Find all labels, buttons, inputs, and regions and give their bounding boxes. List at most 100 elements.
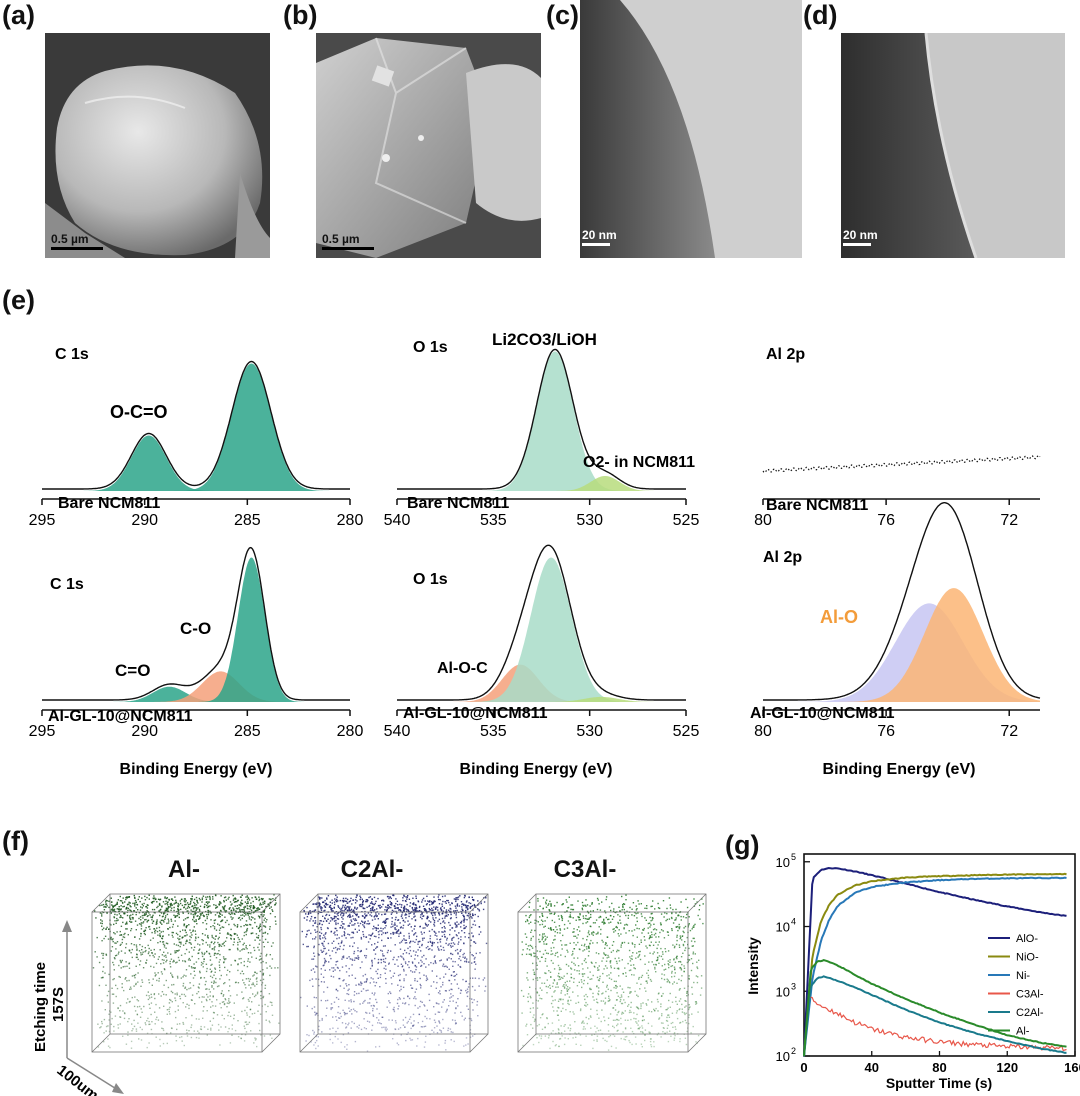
tofsims-cube bbox=[299, 893, 489, 1053]
tofsims-cube bbox=[91, 893, 281, 1053]
xps-tick-label: 535 bbox=[480, 723, 507, 740]
xps-tick-label: 530 bbox=[576, 723, 603, 740]
xps-component-peak bbox=[42, 363, 350, 491]
xps-al2p-column: 80 76 72 80 76 72 bbox=[754, 455, 1041, 740]
xps-tick-label: 76 bbox=[877, 512, 895, 529]
sample-label-c1s-coated: Al-GL-10@NCM811 bbox=[48, 708, 193, 725]
xlabel-al2p: Binding Energy (eV) bbox=[823, 761, 976, 778]
sample-label-c1s-bare: Bare NCM811 bbox=[58, 495, 160, 512]
species-label-c2al: C2Al- bbox=[340, 856, 404, 883]
sem-image-b: 0.5 µm bbox=[316, 33, 541, 258]
xps-o1s-column: 540 535 530 525 540 535 530 525 bbox=[384, 348, 700, 740]
scale-bar-d: 20 nm bbox=[843, 228, 878, 246]
x-tick-label: 0 bbox=[800, 1060, 807, 1075]
xlabel-o1s: Binding Energy (eV) bbox=[460, 761, 613, 778]
x-tick-label: 40 bbox=[865, 1060, 879, 1075]
sem-particle-graphic bbox=[45, 33, 270, 258]
o1s-title-bottom: O 1s bbox=[413, 571, 448, 588]
xps-component-peak bbox=[42, 435, 350, 491]
sample-label-al2p-coated: Al-GL-10@NCM811 bbox=[750, 705, 895, 722]
xps-envelope bbox=[42, 360, 350, 490]
sample-label-o1s-coated: Al-GL-10@NCM811 bbox=[403, 705, 548, 722]
al2p-title-top: Al 2p bbox=[766, 346, 805, 363]
species-label-c3al: C3Al- bbox=[553, 856, 617, 883]
xps-envelope bbox=[397, 544, 686, 701]
xps-envelope bbox=[42, 546, 350, 701]
series-line bbox=[803, 876, 1067, 1057]
x-tick-label: 160 bbox=[1064, 1060, 1080, 1075]
xps-tick-label: 540 bbox=[384, 512, 411, 529]
x-tick-label: 120 bbox=[996, 1060, 1018, 1075]
xps-tick-label: 535 bbox=[480, 512, 507, 529]
axis-arrows bbox=[62, 920, 124, 1094]
scale-bar-label: 0.5 µm bbox=[322, 232, 360, 246]
panel-label-f: (f) bbox=[2, 826, 29, 856]
xps-tick-label: 295 bbox=[29, 512, 56, 529]
legend-entry: C2Al- bbox=[1016, 1007, 1044, 1019]
o1s-title-top: O 1s bbox=[413, 339, 448, 356]
tofsims-3d-cubes: Etching time 157S 100um bbox=[32, 893, 707, 1096]
xlabel-c1s: Binding Energy (eV) bbox=[120, 761, 273, 778]
panel-label-a: (a) bbox=[2, 0, 35, 30]
series-line bbox=[803, 872, 1067, 1057]
peak-label-co-single: C-O bbox=[180, 619, 211, 638]
xps-baseline-noise bbox=[762, 455, 1041, 474]
scale-bar-a: 0.5 µm bbox=[51, 232, 103, 250]
xps-tick-label: 76 bbox=[877, 723, 895, 740]
scale-bar-label: 0.5 µm bbox=[51, 232, 89, 246]
legend-entry: C3Al- bbox=[1016, 989, 1044, 1001]
al2p-title-bottom: Al 2p bbox=[763, 549, 802, 566]
panel-label-d: (d) bbox=[803, 0, 838, 30]
legend-entry: AlO- bbox=[1016, 933, 1038, 945]
xps-component-peak bbox=[42, 671, 350, 702]
y-tick-label: 10 bbox=[776, 984, 790, 999]
depth-profile-chart: 04080120160102103104105AlO-NiO-Ni-C3Al-C… bbox=[745, 852, 1080, 1091]
sem-particle-graphic bbox=[316, 33, 541, 258]
xps-tick-label: 285 bbox=[234, 723, 261, 740]
panel-label-b: (b) bbox=[283, 0, 318, 30]
peak-label-alo-c: Al-O-C bbox=[437, 660, 488, 677]
xps-tick-label: 285 bbox=[234, 512, 261, 529]
sample-label-al2p-bare: Bare NCM811 bbox=[766, 497, 868, 514]
chart-ylabel: Intensity bbox=[745, 937, 761, 995]
peak-label-occo: O-C=O bbox=[110, 402, 168, 422]
xps-envelope bbox=[763, 502, 1041, 701]
scale-bar-c: 20 nm bbox=[582, 228, 617, 246]
scale-bar-b: 0.5 µm bbox=[322, 232, 374, 250]
c1s-title-bottom: C 1s bbox=[50, 576, 84, 593]
panel-label-g: (g) bbox=[725, 830, 760, 860]
axis-label-etching-time: Etching time bbox=[32, 962, 49, 1052]
xps-tick-label: 525 bbox=[673, 723, 700, 740]
xps-tick-label: 295 bbox=[29, 723, 56, 740]
peak-label-alo: Al-O bbox=[820, 607, 858, 627]
tem-image-c: 20 nm bbox=[580, 0, 802, 258]
series-line bbox=[803, 866, 1067, 1057]
y-tick-exponent: 5 bbox=[791, 852, 796, 862]
panel-label-e: (e) bbox=[2, 285, 35, 315]
chart-xlabel: Sputter Time (s) bbox=[886, 1075, 992, 1091]
peak-label-li2co3: Li2CO3/LiOH bbox=[492, 330, 597, 349]
xps-tick-label: 280 bbox=[337, 723, 364, 740]
series-line bbox=[803, 975, 1067, 1056]
y-tick-label: 10 bbox=[776, 1049, 790, 1064]
xps-component-peak bbox=[397, 557, 686, 702]
series-line bbox=[803, 959, 1067, 1057]
xps-component-peak bbox=[397, 696, 686, 702]
legend-entry: NiO- bbox=[1016, 952, 1039, 964]
y-tick-label: 10 bbox=[776, 855, 790, 870]
xps-envelope bbox=[397, 348, 686, 490]
axis-label-size: 100um bbox=[54, 1062, 102, 1096]
y-tick-exponent: 3 bbox=[791, 981, 796, 991]
xps-tick-label: 290 bbox=[131, 512, 158, 529]
tem-edge-graphic bbox=[841, 33, 1065, 258]
y-tick-exponent: 2 bbox=[791, 1046, 796, 1056]
sample-label-o1s-bare: Bare NCM811 bbox=[407, 495, 509, 512]
tem-image-d: 20 nm bbox=[841, 33, 1065, 258]
xps-component-peak bbox=[763, 588, 1040, 702]
xps-tick-label: 540 bbox=[384, 723, 411, 740]
peak-label-o2-ncm: O2- in NCM811 bbox=[583, 454, 695, 471]
axis-label-etch-value: 157S bbox=[50, 987, 67, 1022]
x-tick-label: 80 bbox=[932, 1060, 946, 1075]
xps-tick-label: 80 bbox=[754, 512, 772, 529]
